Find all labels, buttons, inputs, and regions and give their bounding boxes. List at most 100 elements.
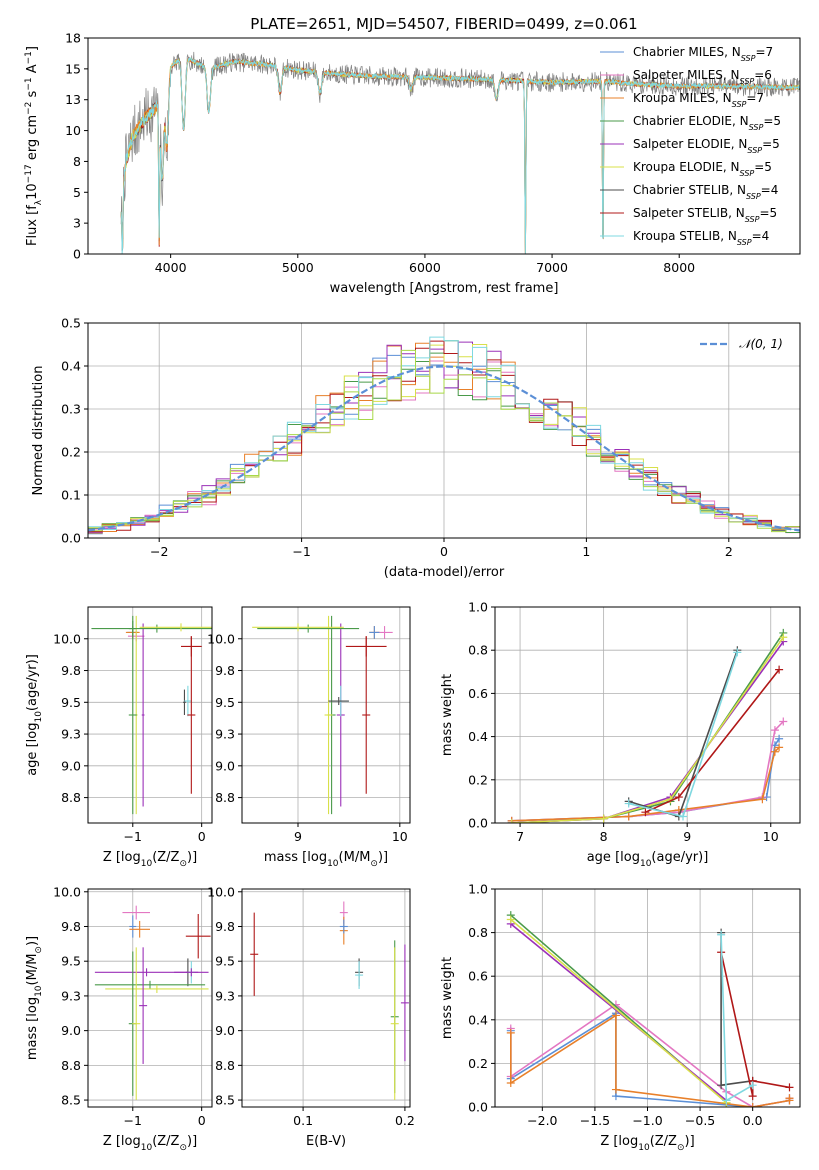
data-point-marker — [775, 743, 784, 752]
data-point-marker — [779, 633, 788, 642]
errorbar-point — [257, 624, 360, 633]
series-line-chabrier-miles — [509, 1011, 791, 1107]
y-tick-label: 0.0 — [468, 1100, 488, 1115]
axes-frame — [87, 606, 213, 824]
x-axis-label: mass [log10(M/M⊙)] — [264, 850, 388, 869]
plot-area — [94, 905, 211, 1101]
panel-mass_vs_Z: −1 0 8.5 8.8 9.0 9.3 9.5 9.8 10.0 Z [log10(Z/Z⊙)]… — [25, 884, 213, 1153]
data-point-marker — [507, 819, 516, 823]
x-tick-label: −1 — [124, 829, 142, 844]
x-tick-label: −2.0 — [527, 1113, 557, 1128]
errorbar-point — [252, 623, 344, 632]
y-tick-label: 9.8 — [61, 663, 81, 678]
y-axis-label: mass [log10(M/M⊙)] — [25, 936, 44, 1060]
legend-entry: Salpeter MILES, NSSP=6 — [633, 68, 772, 86]
x-axis-label: Z [log10(Z/Z⊙)] — [600, 1134, 694, 1153]
x-tick-label: 5000 — [282, 260, 314, 275]
data-point-marker — [717, 930, 726, 939]
x-tick-label: 10 — [763, 829, 779, 844]
data-point-marker — [748, 1081, 757, 1090]
errorbar-point — [132, 947, 141, 1101]
x-axis-label: Z [log10(Z/Z⊙)] — [103, 1134, 197, 1153]
model-spectrum-line-kroupa-stelib — [120, 57, 800, 254]
x-tick-label: 9 — [683, 829, 691, 844]
y-tick-label: 0 — [73, 247, 81, 262]
y-tick-label: 0.2 — [468, 772, 488, 787]
errorbar-point — [328, 697, 349, 706]
data-point-marker — [770, 726, 779, 735]
errorbar-point — [141, 623, 145, 807]
x-tick-label: −0.5 — [685, 1113, 715, 1128]
data-point-marker — [770, 747, 779, 756]
y-tick-label: 9.0 — [215, 1023, 235, 1038]
x-tick-label: 6000 — [409, 260, 441, 275]
errorbar-point — [187, 636, 196, 794]
y-tick-label: 0.2 — [61, 445, 81, 460]
y-tick-label: 8.8 — [215, 790, 235, 805]
y-tick-label: 0.6 — [468, 969, 488, 984]
y-tick-label: 0.6 — [468, 686, 488, 701]
y-tick-label: 9.8 — [215, 919, 235, 934]
x-tick-label: 0 — [440, 544, 448, 559]
errorbar-point — [362, 636, 371, 794]
errorbar-point — [139, 623, 212, 632]
x-tick-label: 0 — [198, 1113, 206, 1128]
y-tick-label: 3 — [73, 216, 81, 231]
y-axis-label: mass weight — [440, 957, 455, 1039]
legend-entry: Chabrier MILES, NSSP=7 — [633, 45, 773, 63]
y-tick-label: 9.0 — [61, 758, 81, 773]
errorbar-point — [184, 685, 192, 717]
x-tick-label: 4000 — [155, 260, 187, 275]
axes-frame — [494, 888, 801, 1108]
x-tick-label: 0.2 — [395, 1113, 415, 1128]
y-tick-label: 9.0 — [215, 758, 235, 773]
y-tick-label: 8.8 — [61, 1058, 81, 1073]
y-tick-label: 0.1 — [61, 488, 81, 503]
histogram-kroupa-stelib — [88, 336, 800, 538]
data-point-marker — [641, 808, 650, 817]
legend-entry: Kroupa MILES, NSSP=7 — [633, 91, 764, 109]
errorbar-point — [400, 944, 409, 1062]
y-tick-label: 10.0 — [207, 884, 235, 899]
errorbar-point — [339, 919, 348, 934]
series-line-kroupa-elodie — [510, 918, 727, 1104]
y-tick-label: 0.5 — [61, 316, 81, 331]
legend-entry: Salpeter STELIB, NSSP=5 — [633, 206, 777, 224]
axes-frame — [494, 606, 801, 824]
errorbar-point — [105, 984, 209, 993]
plot-area — [252, 615, 393, 815]
y-tick-label: 0.4 — [61, 359, 81, 374]
errorbar-point — [129, 915, 137, 938]
data-point-marker — [624, 812, 633, 821]
errorbar-point — [355, 961, 364, 989]
panel-mass_vs_ebv: 0.1 0.2 8.5 8.8 9.0 9.3 9.5 9.8 10.0 E(B-V) — [207, 884, 415, 1149]
y-tick-label: 18 — [65, 31, 81, 46]
x-tick-label: 0 — [198, 829, 206, 844]
y-tick-label: 15 — [65, 61, 81, 76]
y-tick-label: 9.3 — [215, 727, 235, 742]
y-tick-label: 13 — [65, 92, 81, 107]
panel-age_vs_Z: −1 0 8.8 9.0 9.3 9.5 9.8 10.0 Z [log10(Z/Z⊙)] age… — [25, 606, 213, 869]
x-axis-label: (data-model)/error — [384, 565, 505, 580]
x-tick-label: 0.1 — [293, 1113, 313, 1128]
legend-entry: Chabrier ELODIE, NSSP=5 — [633, 114, 781, 132]
y-tick-label: 9.3 — [61, 988, 81, 1003]
series-line-salpeter-stelib — [720, 952, 790, 1097]
y-tick-label: 1.0 — [468, 882, 488, 897]
histogram-hist-extra — [88, 349, 800, 538]
data-point-marker — [717, 1081, 726, 1090]
data-point-marker — [775, 665, 784, 674]
y-tick-label: 8 — [73, 154, 81, 169]
y-tick-label: 0.8 — [468, 925, 488, 940]
panel-spectrum: 4000 5000 6000 7000 8000 0 3 5 8 10 13 15 18 waveleng… — [24, 15, 801, 296]
data-point-marker — [506, 915, 515, 924]
errorbar-point — [128, 615, 137, 815]
y-tick-label: 0.0 — [61, 531, 81, 546]
y-tick-label: 8.5 — [61, 1093, 81, 1108]
axes-frame — [87, 888, 213, 1108]
data-point-marker — [506, 1028, 515, 1037]
y-tick-label: 5 — [73, 185, 81, 200]
errorbar-point — [185, 913, 211, 959]
y-tick-label: 0.4 — [468, 729, 488, 744]
normal-reference-curve — [88, 365, 800, 532]
